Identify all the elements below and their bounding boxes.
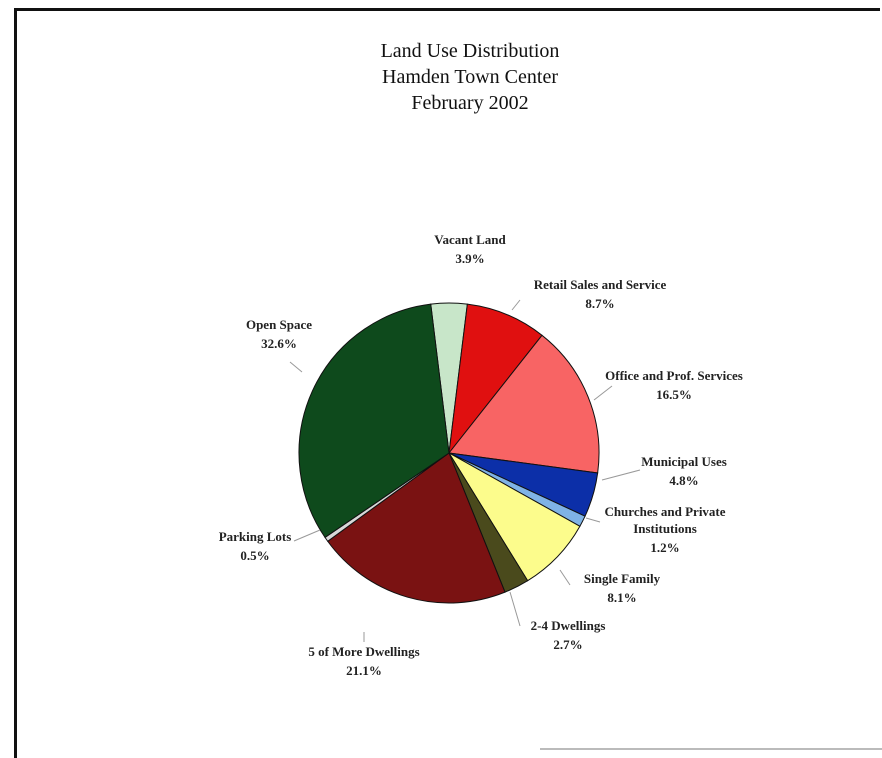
slice-percent-label: 1.2%	[650, 540, 679, 555]
slice-percent-label: 32.6%	[261, 336, 297, 351]
slice-percent-label: 0.5%	[240, 548, 269, 563]
leader-line	[585, 517, 601, 523]
slice-label: Vacant Land	[434, 232, 506, 247]
leader-line	[593, 385, 613, 401]
slice-percent-label: 3.9%	[455, 251, 484, 266]
leader-line	[559, 569, 571, 586]
title-line-1: Land Use Distribution	[380, 40, 560, 62]
slice-label: 2-4 Dwellings	[531, 618, 606, 633]
slice-percent-label: 21.1%	[346, 663, 382, 678]
leader-line	[511, 299, 521, 311]
title-line-3: February 2002	[411, 92, 529, 114]
slice-label: Parking Lots	[219, 529, 292, 544]
slice-label: 5 of More Dwellings	[308, 644, 419, 659]
slice-label: Municipal Uses	[641, 454, 727, 469]
slice-percent-label: 4.8%	[669, 473, 698, 488]
leader-line	[293, 529, 321, 542]
pie-slice	[448, 334, 600, 474]
slice-label: Institutions	[633, 521, 697, 536]
slice-label: Open Space	[246, 317, 312, 332]
slice-label: Retail Sales and Service	[534, 277, 667, 292]
slice-percent-label: 16.5%	[656, 387, 692, 402]
slice-label: Churches and Private	[604, 504, 725, 519]
slice-label: Office and Prof. Services	[605, 368, 743, 383]
slice-label: Single Family	[584, 571, 661, 586]
slice-percent-label: 2.7%	[553, 637, 582, 652]
pie-slice	[448, 303, 543, 455]
chart-title: Land Use Distribution Hamden Town Center…	[280, 38, 660, 116]
slice-percent-label: 8.7%	[585, 296, 614, 311]
leader-line	[509, 591, 521, 627]
pie-slice	[298, 303, 450, 539]
pie-slice	[327, 452, 506, 604]
bottom-edge-line	[540, 748, 882, 750]
leader-line	[289, 361, 303, 373]
title-line-2: Hamden Town Center	[382, 66, 558, 88]
leader-line	[601, 469, 641, 481]
slice-percent-label: 8.1%	[607, 590, 636, 605]
